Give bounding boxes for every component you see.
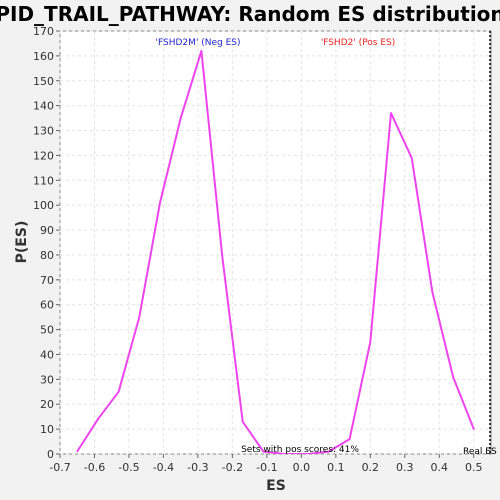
y-tick-label: 100 [33,199,54,212]
x-axis-ticks: -0.7 -0.6 -0.5 -0.4 -0.3 -0.2 -0.1 0.0 0.1 0.2 0.3… [49,454,483,474]
x-tick-label: -0.7 [49,461,70,474]
x-tick-label: -0.2 [222,461,243,474]
y-tick-label: 170 [33,25,54,38]
series-group [76,49,475,454]
x-tick-label: -0.4 [153,461,174,474]
y-tick-label: 130 [33,125,54,138]
y-tick-label: 30 [40,373,54,386]
data-point [328,450,330,453]
y-tick-label: 50 [40,324,54,337]
grid [59,30,491,455]
data-point [179,117,182,119]
data-point [390,112,392,114]
x-tick-label: 0.2 [362,461,380,474]
plot-area [59,30,492,455]
data-point [452,376,454,378]
data-point [410,157,413,159]
y-tick-label: 140 [33,100,54,113]
y-tick-label: 160 [33,50,54,63]
data-point [138,316,141,318]
y-tick-label: 110 [33,174,54,187]
data-point [472,428,475,430]
y-axis-label: P(ES) [14,221,30,264]
y-tick-label: 20 [40,398,54,411]
x-tick-label: -0.1 [256,461,277,474]
y-tick-label: 120 [33,149,54,162]
x-axis-label: ES [266,478,286,494]
y-tick-label: 0 [47,448,54,461]
neg-es-label: 'FSHD2M' (Neg ES) [156,38,241,48]
data-point [241,420,244,423]
y-tick-label: 40 [40,348,54,361]
x-tick-label: 0.3 [396,461,414,474]
data-point [97,418,99,420]
data-point [369,341,372,343]
data-point [431,291,434,294]
pos-fraction-label: Sets with pos scores: 41% [241,445,359,455]
x-tick-label: -0.3 [187,461,208,474]
data-point [200,50,203,52]
data-point [348,438,351,440]
real-es-label: Real ES [463,447,497,457]
pos-es-label: 'FSHD2' (Pos ES) [321,38,396,48]
y-axis-ticks: 0 10 20 30 40 50 60 70 80 90 100 110 120 130 140 150 160… [33,25,60,461]
x-tick-label: 0.4 [431,461,449,474]
x-tick-label: 0.1 [327,461,345,474]
y-tick-label: 90 [40,224,54,237]
series-line [76,49,475,454]
data-point [221,254,223,256]
data-point [262,450,265,453]
data-point [307,453,310,454]
data-point [159,201,161,204]
y-tick-label: 70 [40,274,54,287]
y-tick-label: 150 [33,75,54,88]
x-tick-label: 0.5 [465,461,483,474]
data-point [283,453,285,454]
data-point [76,450,79,453]
data-point [117,390,120,393]
x-tick-label: -0.5 [118,461,139,474]
x-tick-label: 0.0 [293,461,311,474]
chart-title: PID_TRAIL_PATHWAY: Random ES distributio… [0,2,500,26]
y-tick-label: 60 [40,299,54,312]
x-tick-label: -0.6 [84,461,105,474]
y-tick-label: 10 [40,423,54,436]
y-tick-label: 80 [40,249,54,262]
